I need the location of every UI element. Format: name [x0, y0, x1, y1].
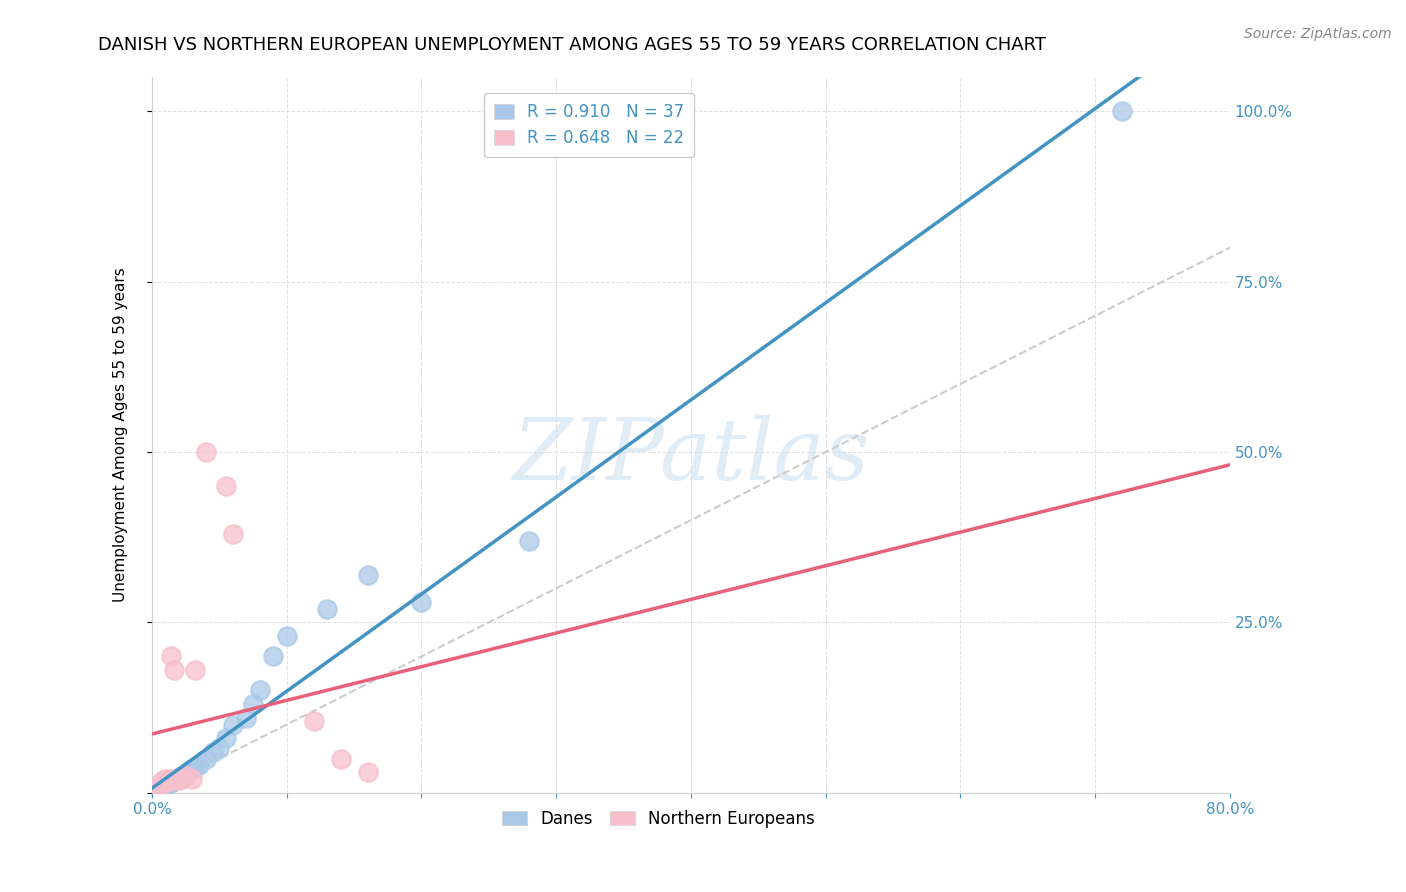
Point	[149, 779, 172, 793]
Point	[181, 762, 204, 776]
Legend: Danes, Northern Europeans: Danes, Northern Europeans	[495, 803, 821, 834]
Point	[145, 783, 167, 797]
Point	[235, 711, 257, 725]
Point	[165, 772, 187, 786]
Point	[356, 765, 378, 780]
Point	[194, 445, 217, 459]
Point	[517, 533, 540, 548]
Point	[162, 773, 184, 788]
Point	[215, 479, 238, 493]
Point	[169, 770, 191, 784]
Point	[152, 773, 174, 788]
Point	[146, 780, 169, 795]
Point	[159, 776, 181, 790]
Point	[157, 773, 180, 788]
Point	[167, 773, 190, 788]
Point	[276, 629, 298, 643]
Point	[148, 781, 170, 796]
Point	[162, 663, 184, 677]
Point	[155, 777, 177, 791]
Point	[184, 760, 207, 774]
Point	[157, 777, 180, 791]
Point	[160, 649, 183, 664]
Point	[150, 775, 173, 789]
Point	[181, 772, 204, 786]
Point	[162, 774, 184, 789]
Point	[262, 649, 284, 664]
Point	[156, 777, 179, 791]
Point	[1111, 104, 1133, 119]
Text: Source: ZipAtlas.com: Source: ZipAtlas.com	[1244, 27, 1392, 41]
Point	[208, 741, 231, 756]
Point	[215, 731, 238, 746]
Point	[329, 751, 352, 765]
Point	[194, 751, 217, 765]
Point	[149, 780, 172, 795]
Point	[249, 683, 271, 698]
Point	[222, 526, 245, 541]
Point	[155, 772, 177, 786]
Point	[302, 714, 325, 728]
Point	[156, 775, 179, 789]
Point	[174, 766, 197, 780]
Point	[242, 697, 264, 711]
Point	[201, 745, 224, 759]
Point	[153, 779, 176, 793]
Point	[184, 663, 207, 677]
Point	[188, 758, 211, 772]
Point	[177, 765, 200, 780]
Text: DANISH VS NORTHERN EUROPEAN UNEMPLOYMENT AMONG AGES 55 TO 59 YEARS CORRELATION C: DANISH VS NORTHERN EUROPEAN UNEMPLOYMENT…	[98, 36, 1046, 54]
Point	[170, 772, 193, 786]
Point	[174, 769, 197, 783]
Point	[170, 769, 193, 783]
Point	[356, 567, 378, 582]
Point	[162, 772, 184, 786]
Point	[167, 771, 190, 785]
Point	[160, 775, 183, 789]
Text: ZIPatlas: ZIPatlas	[512, 415, 869, 498]
Point	[316, 601, 339, 615]
Point	[222, 717, 245, 731]
Point	[150, 780, 173, 795]
Y-axis label: Unemployment Among Ages 55 to 59 years: Unemployment Among Ages 55 to 59 years	[114, 268, 128, 602]
Point	[152, 779, 174, 793]
Point	[411, 595, 433, 609]
Point	[165, 772, 187, 786]
